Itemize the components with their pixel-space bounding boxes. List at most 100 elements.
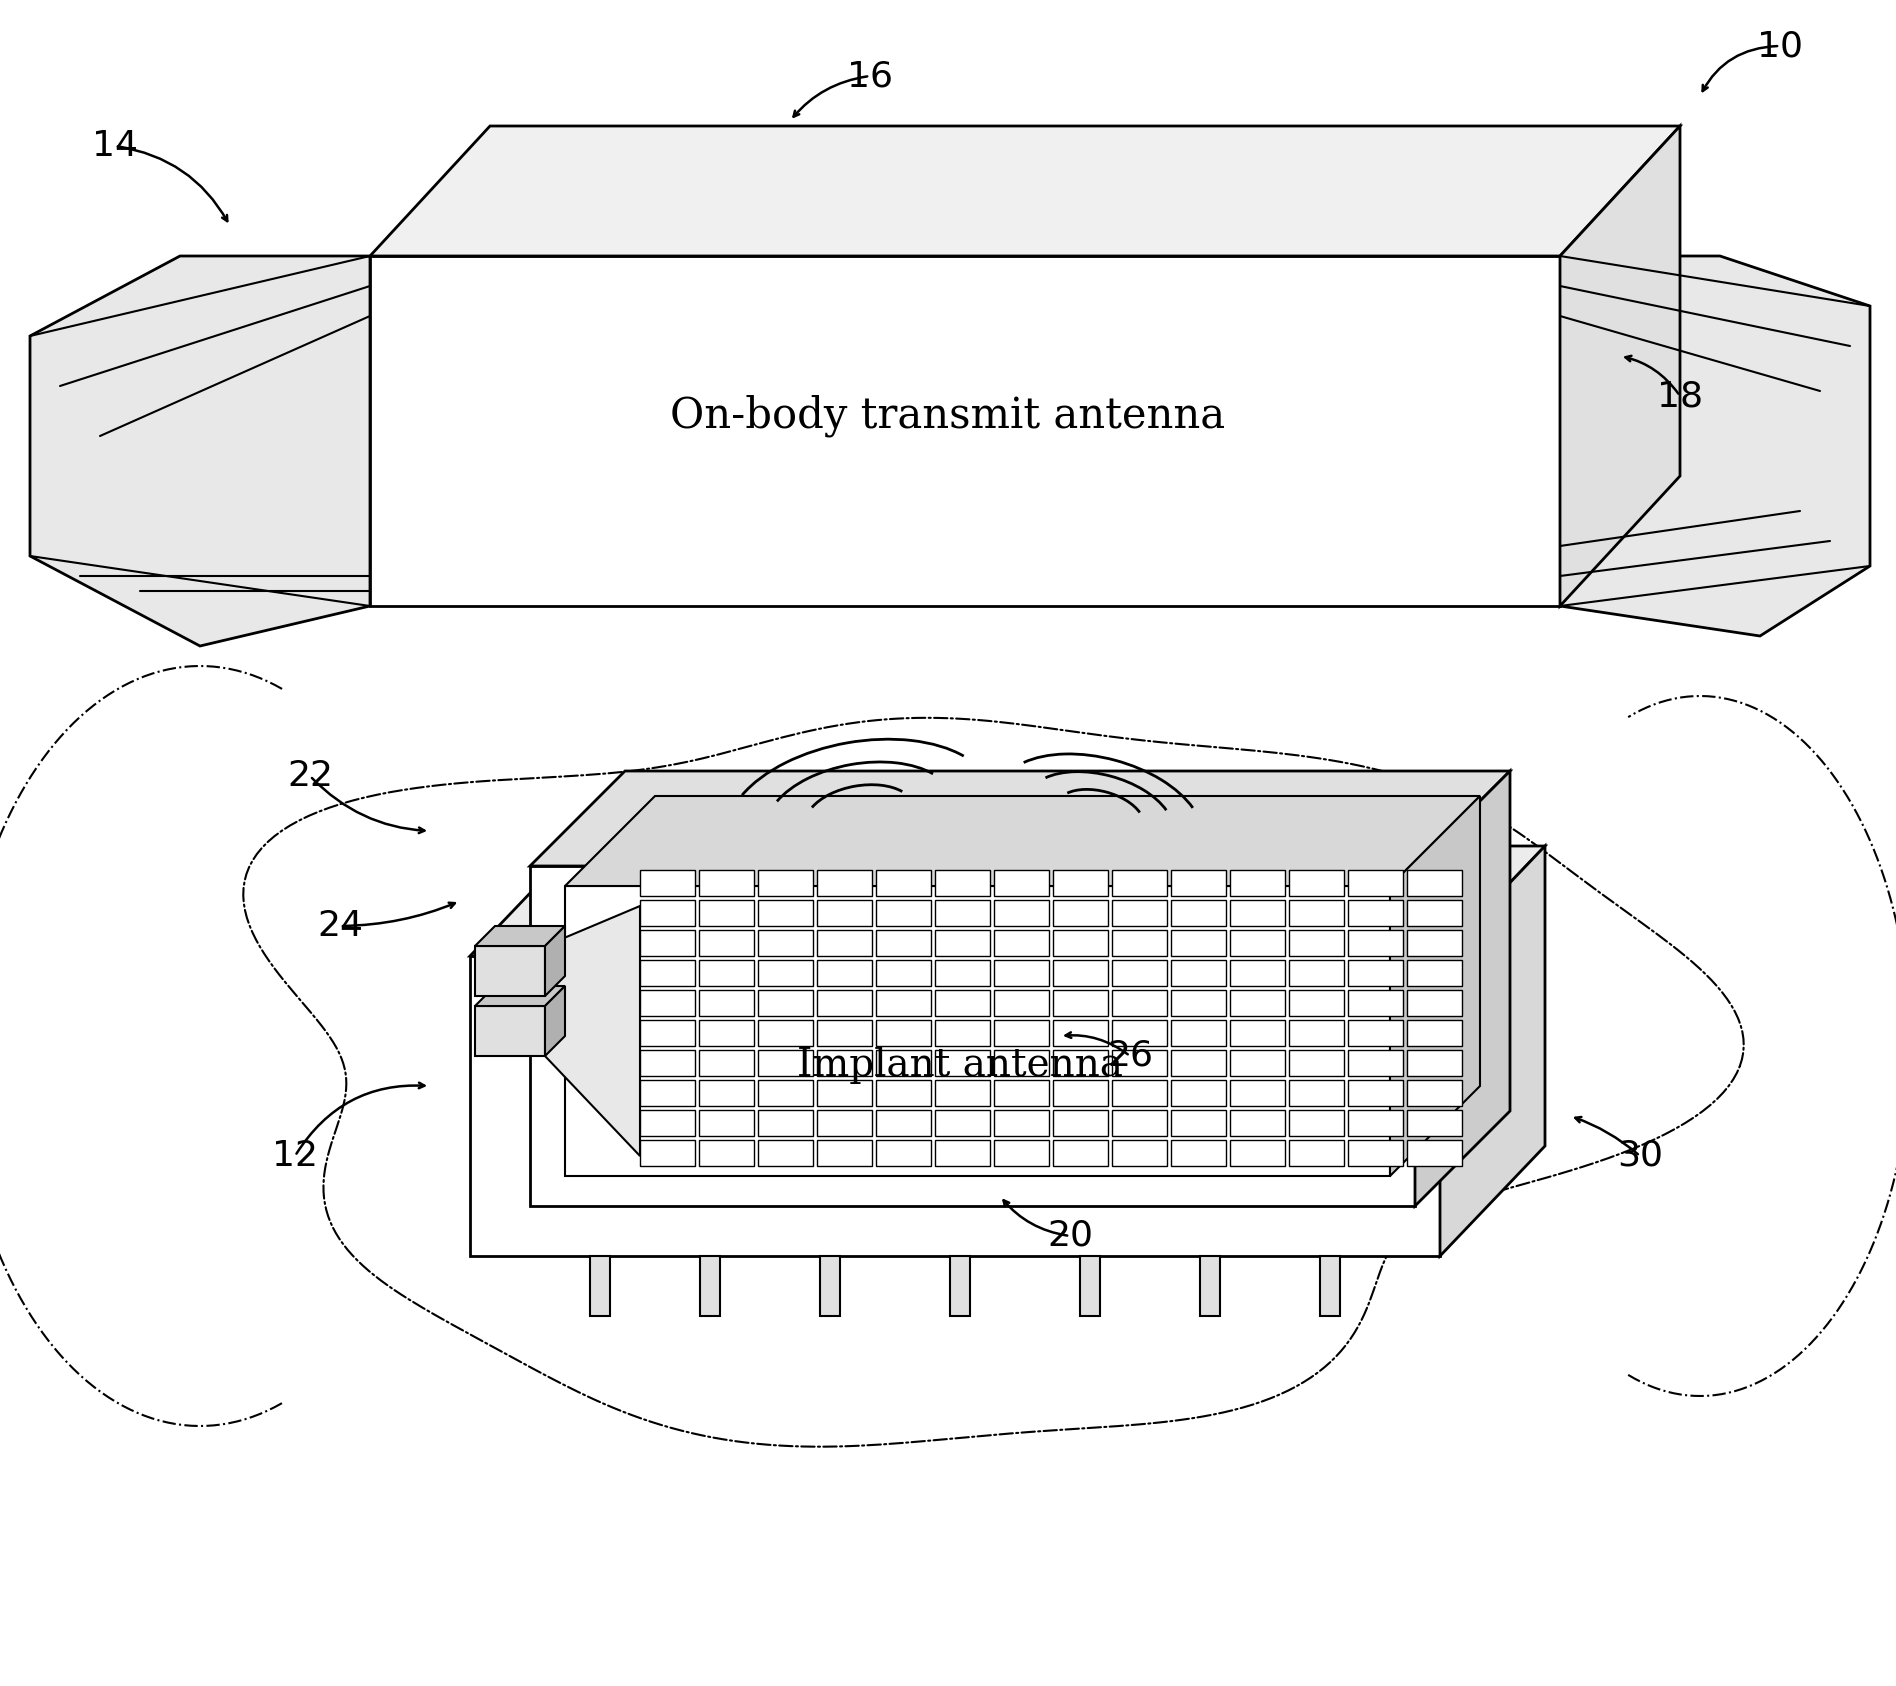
- Text: 22: 22: [286, 759, 334, 792]
- Bar: [935, 990, 990, 1017]
- Bar: [1348, 1140, 1403, 1167]
- Bar: [1231, 870, 1285, 895]
- Bar: [641, 1081, 696, 1106]
- Bar: [758, 900, 813, 926]
- Bar: [1348, 1081, 1403, 1106]
- Bar: [1348, 931, 1403, 956]
- Polygon shape: [476, 926, 565, 946]
- Bar: [1231, 990, 1285, 1017]
- Bar: [1172, 1081, 1227, 1106]
- Bar: [758, 870, 813, 895]
- Bar: [935, 1081, 990, 1106]
- Bar: [1407, 1020, 1462, 1045]
- Bar: [1289, 870, 1344, 895]
- Polygon shape: [476, 1007, 544, 1055]
- Bar: [1052, 990, 1107, 1017]
- Polygon shape: [544, 905, 641, 1157]
- Bar: [1231, 900, 1285, 926]
- Polygon shape: [819, 1256, 840, 1317]
- Bar: [1231, 1109, 1285, 1136]
- Bar: [1289, 959, 1344, 986]
- Bar: [994, 959, 1048, 986]
- Bar: [1052, 1109, 1107, 1136]
- Bar: [758, 1140, 813, 1167]
- Polygon shape: [590, 1256, 611, 1317]
- Bar: [994, 1020, 1048, 1045]
- Bar: [876, 931, 931, 956]
- Bar: [641, 1050, 696, 1076]
- Bar: [994, 1081, 1048, 1106]
- Text: 18: 18: [1657, 379, 1703, 413]
- Bar: [994, 870, 1048, 895]
- Bar: [994, 931, 1048, 956]
- Bar: [700, 931, 755, 956]
- Bar: [876, 900, 931, 926]
- Bar: [1052, 931, 1107, 956]
- Text: 12: 12: [271, 1140, 319, 1173]
- Bar: [1111, 1081, 1168, 1106]
- Bar: [758, 1109, 813, 1136]
- Bar: [700, 1109, 755, 1136]
- Bar: [1289, 1020, 1344, 1045]
- Text: Implant antenna: Implant antenna: [796, 1047, 1122, 1084]
- Bar: [1289, 931, 1344, 956]
- Bar: [641, 870, 696, 895]
- Bar: [1111, 959, 1168, 986]
- Text: 14: 14: [93, 130, 138, 164]
- Bar: [1172, 900, 1227, 926]
- Bar: [1052, 1020, 1107, 1045]
- Bar: [1289, 900, 1344, 926]
- Polygon shape: [476, 986, 565, 1007]
- Bar: [1052, 959, 1107, 986]
- Bar: [1348, 1020, 1403, 1045]
- Polygon shape: [565, 796, 1481, 887]
- Polygon shape: [476, 946, 544, 996]
- Bar: [935, 1109, 990, 1136]
- Bar: [700, 1140, 755, 1167]
- Bar: [641, 900, 696, 926]
- Bar: [994, 990, 1048, 1017]
- Bar: [1111, 1050, 1168, 1076]
- Bar: [700, 870, 755, 895]
- Bar: [1172, 1109, 1227, 1136]
- Polygon shape: [565, 887, 1390, 1177]
- Bar: [758, 931, 813, 956]
- Bar: [876, 1109, 931, 1136]
- Bar: [935, 900, 990, 926]
- Bar: [1052, 1050, 1107, 1076]
- Bar: [994, 1140, 1048, 1167]
- Bar: [876, 1140, 931, 1167]
- Bar: [817, 870, 872, 895]
- Bar: [758, 1081, 813, 1106]
- Polygon shape: [1200, 1256, 1219, 1317]
- Bar: [876, 1081, 931, 1106]
- Polygon shape: [370, 256, 1560, 605]
- Bar: [700, 959, 755, 986]
- Bar: [1111, 900, 1168, 926]
- Bar: [817, 931, 872, 956]
- Polygon shape: [1439, 846, 1545, 1256]
- Text: On-body transmit antenna: On-body transmit antenna: [671, 395, 1225, 437]
- Bar: [1172, 959, 1227, 986]
- Bar: [700, 990, 755, 1017]
- Bar: [1348, 870, 1403, 895]
- Bar: [758, 959, 813, 986]
- Text: 30: 30: [1617, 1140, 1663, 1173]
- Bar: [817, 1140, 872, 1167]
- Bar: [1289, 1050, 1344, 1076]
- Bar: [1407, 931, 1462, 956]
- Bar: [935, 1050, 990, 1076]
- Bar: [1407, 1140, 1462, 1167]
- Bar: [1407, 1081, 1462, 1106]
- Bar: [817, 1020, 872, 1045]
- Bar: [994, 900, 1048, 926]
- Bar: [1231, 1020, 1285, 1045]
- Bar: [1172, 1140, 1227, 1167]
- Bar: [758, 1020, 813, 1045]
- Bar: [1111, 1140, 1168, 1167]
- Bar: [641, 990, 696, 1017]
- Bar: [935, 870, 990, 895]
- Bar: [817, 1050, 872, 1076]
- Bar: [1348, 990, 1403, 1017]
- Bar: [1231, 1050, 1285, 1076]
